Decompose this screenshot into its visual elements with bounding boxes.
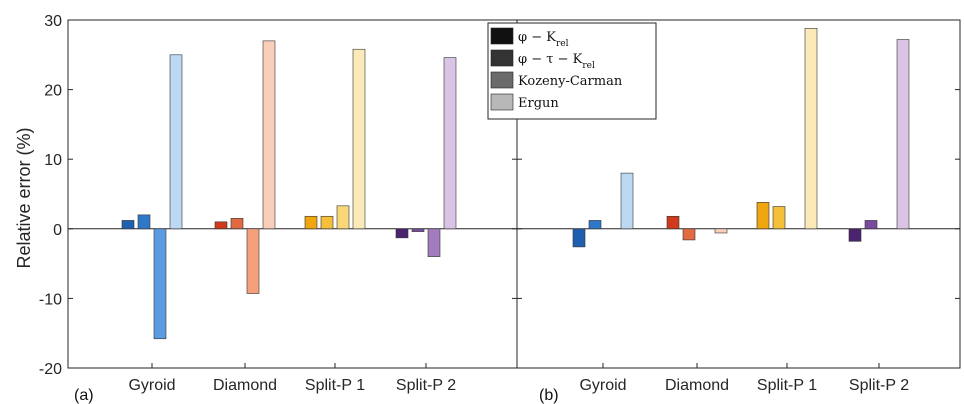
bar <box>896 39 910 230</box>
bar <box>756 202 770 230</box>
legend-swatch <box>490 93 514 111</box>
legend-swatch <box>490 49 514 67</box>
bar <box>682 228 696 241</box>
bar <box>169 54 183 230</box>
legend-swatch <box>490 71 514 89</box>
x-tick-label: Gyroid <box>579 377 626 394</box>
x-tick-label: Diamond <box>213 377 277 394</box>
bar <box>620 172 634 230</box>
panel-b: Gyroid Diamond Split-P 1 Split-P 2 <box>516 19 961 394</box>
bar <box>395 228 409 239</box>
panel-label-a: (a) <box>74 387 94 404</box>
bar <box>588 220 602 230</box>
legend: φ − Krel φ − τ − Krel Kozeny-Carman Ergun <box>487 22 657 120</box>
x-tick-label: Split-P 2 <box>396 377 456 394</box>
bar <box>137 214 151 230</box>
bar <box>121 220 135 230</box>
bar <box>411 228 425 232</box>
x-tick-label: Split-P 1 <box>305 377 365 394</box>
bar <box>804 28 818 230</box>
bar <box>572 228 586 248</box>
bar <box>666 215 680 230</box>
legend-swatch <box>490 27 514 45</box>
bar <box>864 220 878 230</box>
y-tick-label: 10 <box>44 152 62 169</box>
panel-label-b: (b) <box>539 387 559 404</box>
legend-label: φ − τ − Krel <box>518 52 595 71</box>
bar <box>304 215 318 230</box>
bar <box>230 218 244 230</box>
x-tick-label: Diamond <box>665 377 729 394</box>
y-tick-label: 20 <box>44 83 62 100</box>
legend-label: Kozeny-Carman <box>518 74 623 89</box>
x-tick-label: Gyroid <box>128 377 175 394</box>
bar <box>262 40 276 230</box>
panel-a: -20 -10 0 10 20 30 Gyroid Diamond Split-P 1 Split… <box>39 13 518 394</box>
y-tick-label: 30 <box>44 13 62 30</box>
bar <box>336 205 350 230</box>
y-axis-label: Relative error (%) <box>14 127 34 268</box>
y-tick-label: -20 <box>39 361 62 378</box>
bar <box>427 228 441 257</box>
bar <box>320 215 334 230</box>
legend-label: Ergun <box>518 96 559 111</box>
x-tick-label: Split-P 2 <box>849 377 909 394</box>
plot-frame <box>516 19 961 369</box>
bar <box>214 221 228 230</box>
y-tick-label: -10 <box>39 291 62 308</box>
bar <box>153 228 167 340</box>
bar <box>848 228 862 242</box>
bar <box>714 228 728 234</box>
y-tick-label: 0 <box>53 222 62 239</box>
legend-box <box>487 22 657 120</box>
x-tick-label: Split-P 1 <box>757 377 817 394</box>
bar <box>772 206 786 230</box>
bar <box>352 48 366 230</box>
legend-label: φ − Krel <box>518 30 569 49</box>
bar <box>246 228 260 294</box>
bar <box>443 57 457 230</box>
